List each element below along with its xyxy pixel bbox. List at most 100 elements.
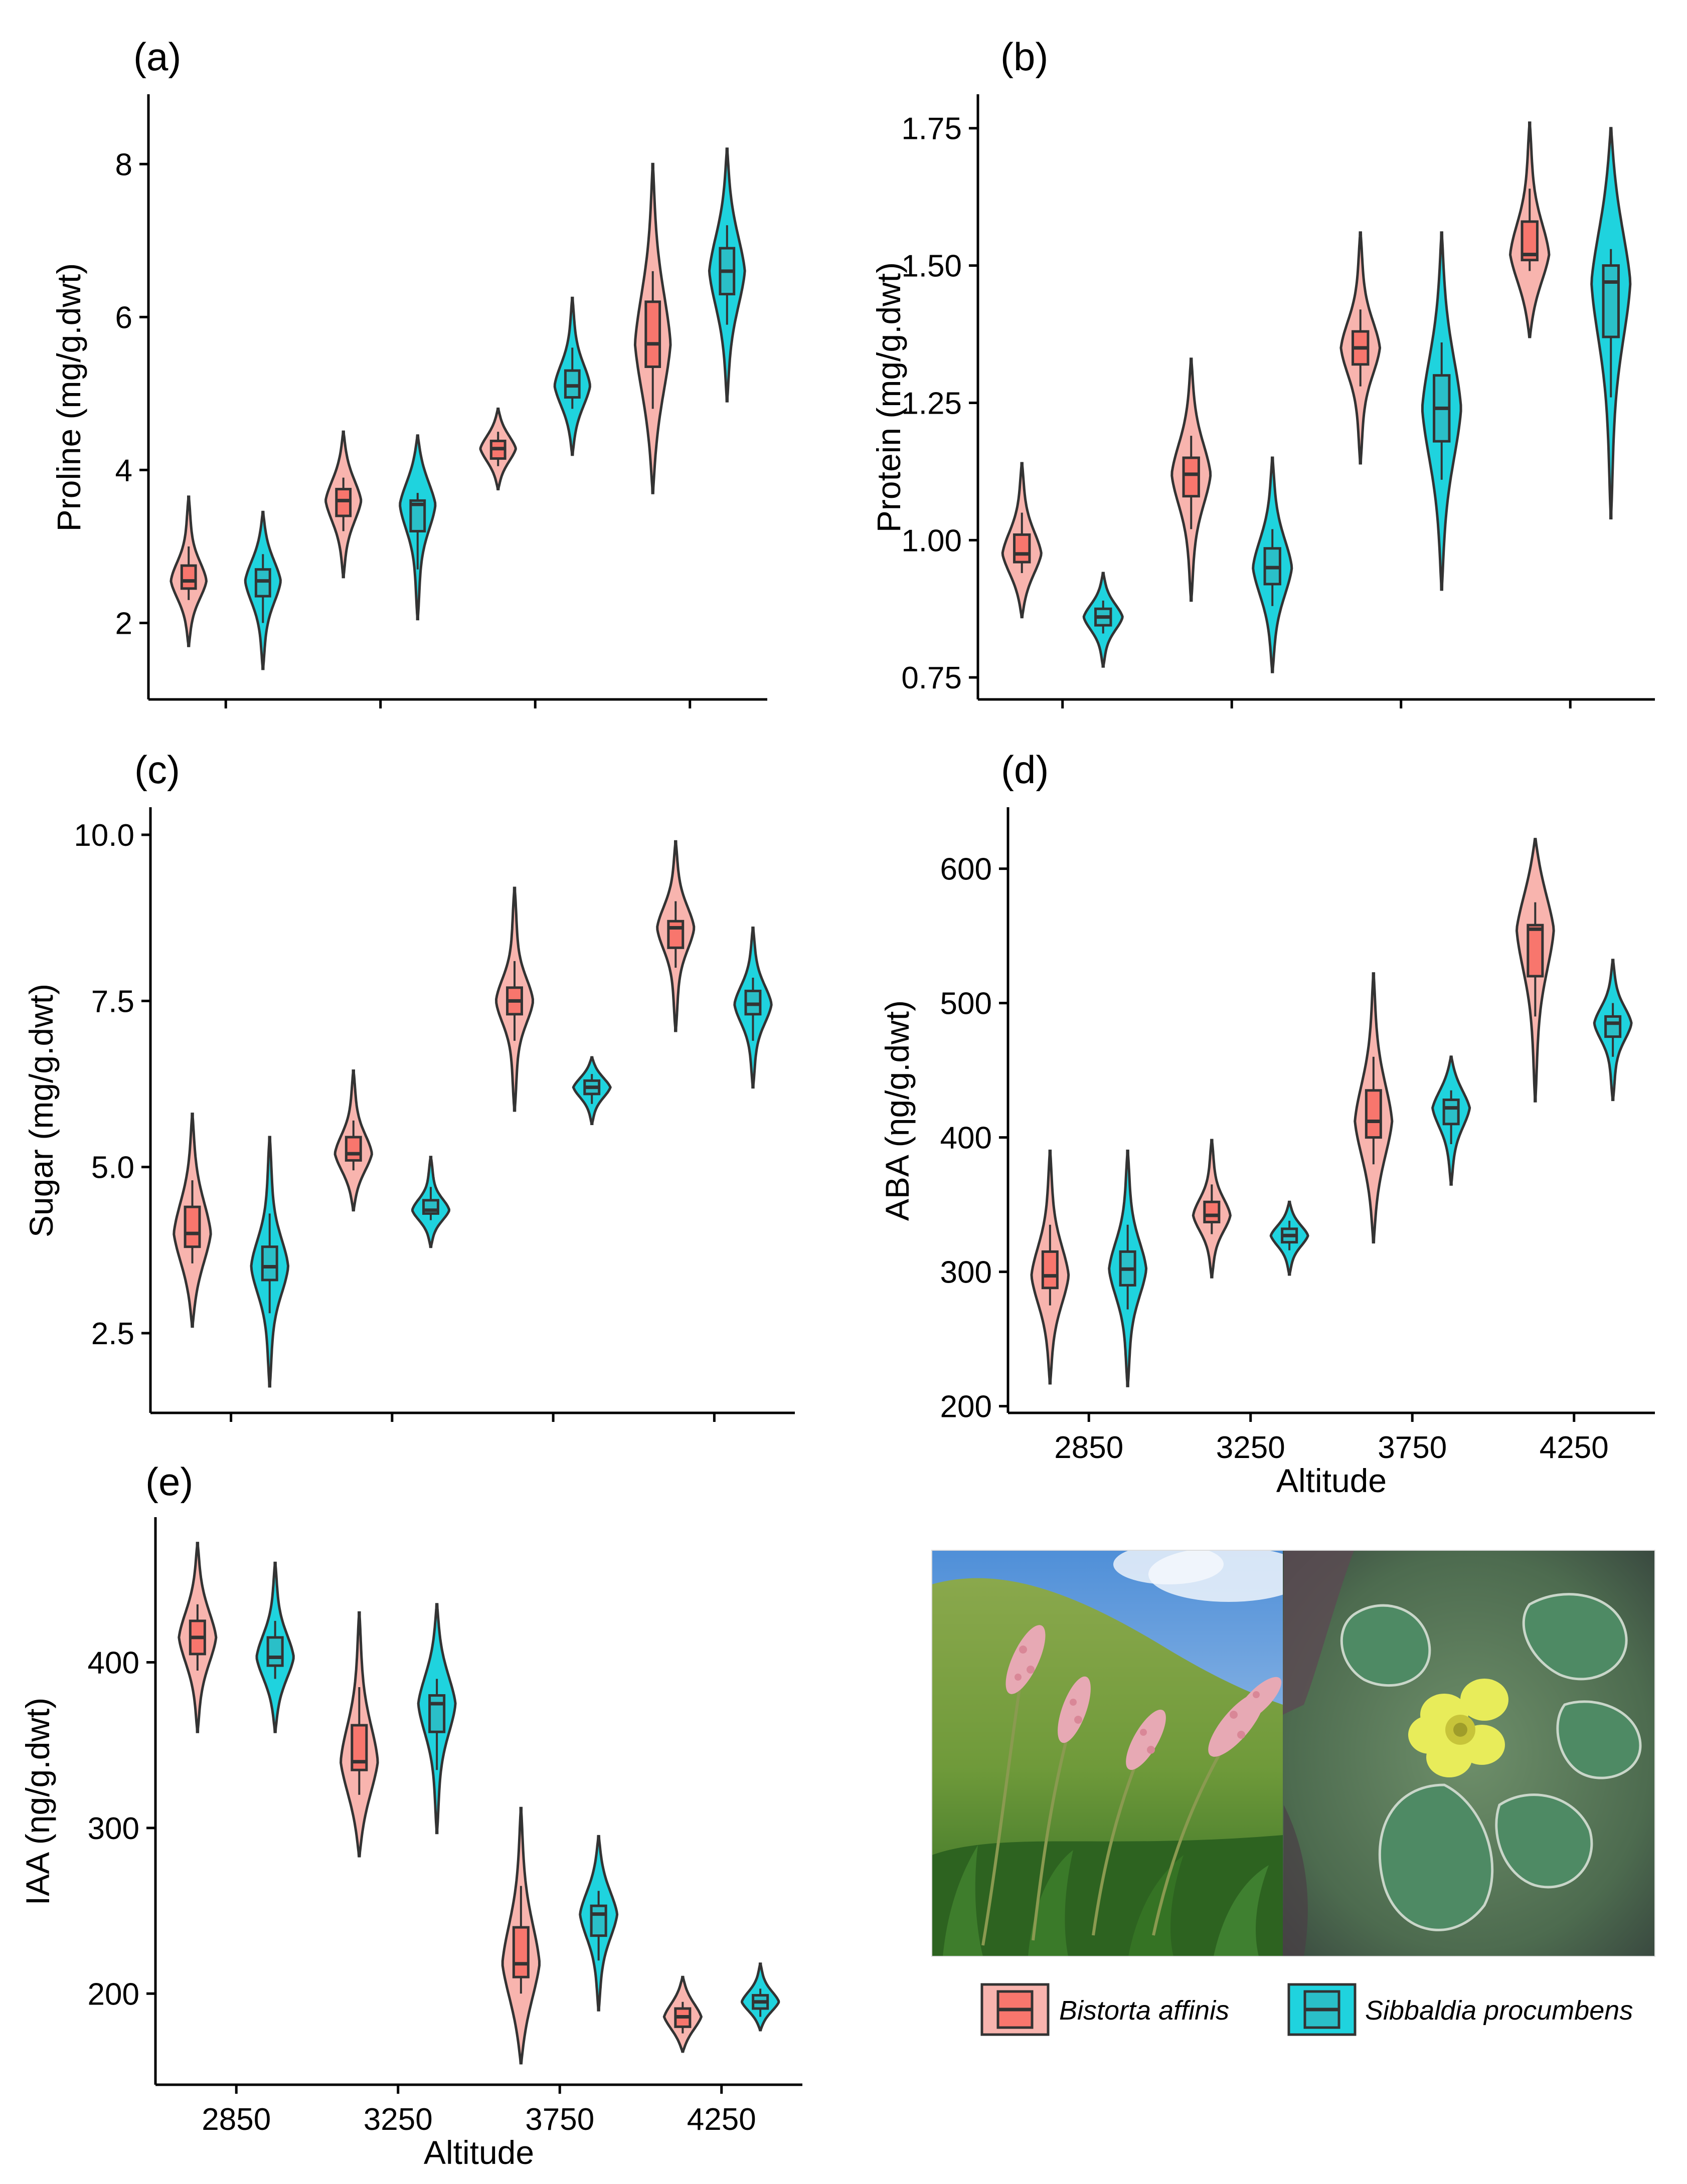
y-tick-label: 200 [88,1977,139,2012]
violin-sibbaldia-3750 [553,296,591,456]
panel-e: (e) 200 300 400 2850 3250 3750 4250 Altitude IAA … [19,1460,802,2171]
photo-sibbaldia-procumbens [1283,1550,1655,1956]
violin-bistorta-3250 [1192,1139,1232,1279]
violin-bistorta-3250 [340,1611,379,1858]
x-axis-title: Altitude [1276,1462,1387,1499]
photo-frame [931,1550,1655,1957]
y-axis-title: ABA (ηg/g.dwt) [879,1000,916,1221]
violin-sibbaldia-3750 [1431,1055,1471,1186]
y-tick-label: 1.75 [901,112,962,146]
panel-letter: (e) [145,1460,193,1504]
violin-sibbaldia-2850 [255,1561,295,1733]
violin-bistorta-3750 [494,886,535,1112]
y-tick-label: 600 [940,852,992,887]
legend-item-sibbaldia-procumbens: Sibbaldia procumbens [1287,1983,1633,2036]
x-tick-label: 3250 [1216,1430,1285,1465]
violin-sibbaldia-4250 [1593,959,1633,1102]
box-iqr [644,300,661,368]
violin-sibbaldia-4250 [708,147,746,403]
panel-letter: (c) [134,748,180,792]
violin-bistorta-4250 [633,162,672,494]
x-tick-label: 3750 [1378,1430,1447,1465]
violin-sibbaldia-3250 [1269,1200,1309,1276]
chart-panels: (a) 2 4 6 8 Proline (mg/g.dwt) (b) 0.75 1.00 1.25… [19,35,1655,2171]
y-tick-label: 7.5 [91,984,134,1019]
violin-bistorta-2850 [1001,462,1043,619]
y-tick-label: 1.50 [901,249,962,284]
violin-bistorta-2850 [178,1542,218,1733]
box-iqr [184,1205,201,1248]
violin-bistorta-2850 [170,495,208,647]
box-iqr [335,488,352,517]
box-iqr [512,1926,530,1978]
y-axis-title: Sugar (mg/g.dwt) [23,984,60,1237]
y-tick-label: 1.25 [901,386,962,421]
violin-sibbaldia-4250 [740,1962,780,2032]
violin-bistorta-3750 [479,407,517,490]
y-tick-label: 300 [940,1255,992,1290]
x-tick-label: 3250 [364,2102,433,2137]
x-axis-title: Altitude [424,2134,534,2171]
violin-sibbaldia-3750 [579,1835,619,2012]
violin-sibbaldia-3250 [399,434,437,621]
panel-letter: (b) [1000,35,1048,79]
box-iqr [266,1636,284,1667]
panel-c: (c) 2.5 5.0 7.5 10.0 Sugar (mg/g.dwt) [23,748,795,1422]
violin-bistorta-4250 [1508,121,1551,338]
box-iqr [1365,1089,1382,1139]
violin-sibbaldia-4250 [733,927,773,1089]
panel-b: (b) 0.75 1.00 1.25 1.50 1.75 Protein (mg/g.dwt… [870,35,1655,708]
legend: Bistorta affinis Sibbaldia procumbens [980,1983,1633,2036]
box-iqr [428,1694,446,1733]
violin-bistorta-2850 [173,1113,212,1328]
y-tick-label: 1.00 [901,523,962,558]
panel-a: (a) 2 4 6 8 Proline (mg/g.dwt) [50,35,767,708]
violin-bistorta-3250 [324,430,363,579]
panel-letter: (d) [1001,748,1049,792]
box-iqr [1013,533,1031,564]
violin-sibbaldia-3250 [1252,456,1293,673]
violin-bistorta-4250 [662,1975,703,2053]
box-iqr [1527,924,1544,978]
box-iqr [1442,1099,1460,1126]
box-iqr [564,369,581,399]
violin-bistorta-4250 [1515,838,1555,1103]
panel-d: (d) 200 300 400 500 600 2850 3250 3750 4250 Altitu… [879,748,1655,1499]
y-tick-label: 400 [88,1646,139,1680]
y-tick-label: 400 [940,1121,992,1156]
x-tick-label: 4250 [1540,1430,1609,1465]
box-iqr [1602,264,1620,338]
box-iqr [1604,1015,1622,1038]
y-tick-label: 8 [115,147,132,182]
y-tick-label: 200 [940,1390,992,1424]
panel-letter: (a) [133,35,181,79]
violin-bistorta-3750 [501,1806,541,2065]
y-tick-label: 5.0 [91,1151,134,1185]
violin-sibbaldia-3250 [417,1603,457,1835]
violin-bistorta-3750 [1339,231,1382,465]
violin-sibbaldia-4250 [1590,127,1632,519]
y-tick-label: 0.75 [901,661,962,695]
box-iqr [180,564,197,590]
violin-sibbaldia-3250 [411,1156,451,1248]
y-axis-title: Protein (mg/g.dwt) [870,262,907,532]
y-axis-title: Proline (mg/g.dwt) [50,263,87,532]
box-iqr [667,920,685,949]
violin-sibbaldia-2850 [1108,1149,1148,1387]
y-tick-label: 4 [115,453,132,488]
photo-bistorta-affinis [932,1550,1283,1956]
violin-sibbaldia-3750 [1421,231,1462,591]
box-iqr [1203,1200,1221,1223]
y-tick-label: 10.0 [74,818,134,853]
violin-bistorta-3750 [1354,972,1394,1244]
violin-bistorta-3250 [1170,357,1212,602]
violin-bistorta-4250 [656,840,696,1032]
box-iqr [590,1904,607,1937]
y-tick-label: 500 [940,987,992,1021]
violin-sibbaldia-3750 [572,1056,612,1125]
legend-item-bistorta-affinis: Bistorta affinis [980,1983,1229,2036]
violin-sibbaldia-2850 [1082,572,1124,668]
legend-label-sibbaldia-procumbens: Sibbaldia procumbens [1365,1995,1633,2026]
y-axis-title: IAA (ηg/g.dwt) [19,1698,56,1906]
